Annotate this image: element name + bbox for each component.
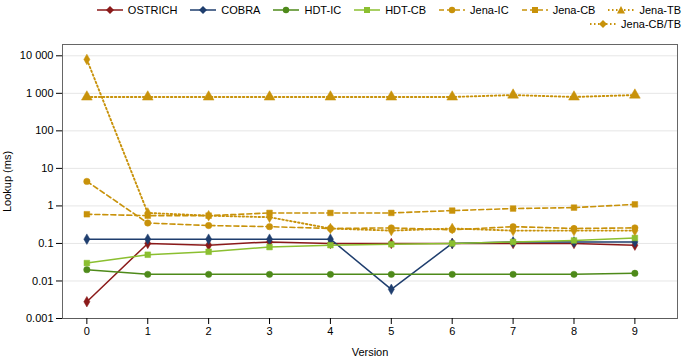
svg-text:9: 9 [632,325,638,337]
svg-text:5: 5 [388,325,394,337]
html-text:COBRA: COBRA [221,4,261,16]
svg-text:0.01: 0.01 [32,274,53,286]
svg-text:0: 0 [84,325,90,337]
svg-text:100: 100 [35,124,53,136]
svg-text:4: 4 [327,325,333,337]
svg-text:Version: Version [352,346,389,358]
svg-text:1 000: 1 000 [26,87,54,99]
svg-text:Lookup (ms): Lookup (ms) [1,151,13,212]
html-text:HDT-CB: HDT-CB [385,4,427,16]
html-text:OSTRICH: OSTRICH [127,4,178,16]
svg-text:10 000: 10 000 [20,49,54,61]
svg-text:0.001: 0.001 [26,312,54,324]
svg-text:10: 10 [41,162,53,174]
svg-text:2: 2 [206,325,212,337]
svg-text:1: 1 [47,199,53,211]
svg-text:6: 6 [449,325,455,337]
svg-text:1: 1 [145,325,151,337]
svg-text:8: 8 [571,325,577,337]
html-text:Jena-IC: Jena-IC [470,4,509,16]
svg-text:3: 3 [266,325,272,337]
html-text:Jena-TB: Jena-TB [639,4,681,16]
svg-text:7: 7 [510,325,516,337]
html-text:Jena-CB: Jena-CB [552,4,596,16]
svg-text:0.1: 0.1 [38,237,53,249]
html-text:HDT-IC: HDT-IC [304,4,342,16]
html-text:Jena-CB/TB: Jena-CB/TB [621,18,681,30]
